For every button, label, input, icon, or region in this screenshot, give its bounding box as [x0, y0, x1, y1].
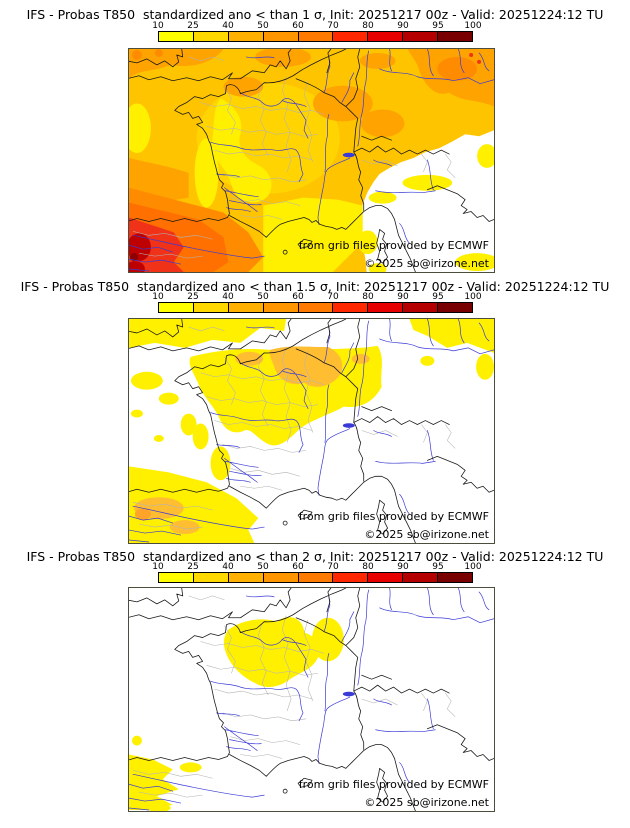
colorbar-tick-labels: 10 25 40 50 60 70 80 90 95 100 — [152, 292, 481, 302]
colorbar-tick-label: 10 — [152, 292, 164, 302]
colorbar-segment — [333, 32, 369, 41]
colorbar-segment — [263, 32, 299, 41]
colorbar-segment — [193, 303, 229, 312]
colorbar-segment — [403, 32, 439, 41]
colorbar-segment — [159, 303, 194, 312]
colorbar-segment — [298, 32, 334, 41]
colorbar-segment — [228, 32, 264, 41]
probability-map-2sigma: from grib files provided by ECMWF ©2025 … — [128, 587, 495, 812]
colorbar-tick-labels: 10 25 40 50 60 70 80 90 95 100 — [152, 21, 481, 31]
colorbar-segment — [368, 32, 404, 41]
colorbar-tick-label: 100 — [464, 292, 482, 302]
probability-colorbar: 10 25 40 50 60 70 80 90 95 100 — [152, 21, 482, 42]
colorbar-tick-label: 40 — [222, 21, 234, 31]
colorbar-tick-label: 80 — [362, 21, 374, 31]
colorbar-tick-label: 95 — [432, 562, 444, 572]
colorbar-segment — [403, 573, 439, 582]
colorbar-segment — [159, 573, 194, 582]
map-graphic-1sigma — [129, 49, 494, 272]
colorbar-bar — [158, 302, 473, 313]
colorbar-tick-label: 95 — [432, 21, 444, 31]
colorbar-tick-label: 50 — [257, 562, 269, 572]
colorbar-segment — [368, 573, 404, 582]
colorbar-tick-label: 70 — [327, 21, 339, 31]
map-graphic-1p5sigma — [129, 319, 494, 543]
ecmwf-credit: from grib files provided by ECMWF — [298, 778, 489, 791]
map-graphic-2sigma — [129, 588, 494, 811]
probability-map-1p5sigma: from grib files provided by ECMWF ©2025 … — [128, 318, 495, 544]
colorbar-tick-label: 10 — [152, 562, 164, 572]
copyright-credit: ©2025 sb@irizone.net — [364, 796, 489, 809]
colorbar-tick-label: 60 — [292, 21, 304, 31]
colorbar-tick-label: 80 — [362, 292, 374, 302]
colorbar-tick-label: 10 — [152, 21, 164, 31]
colorbar-tick-label: 100 — [464, 562, 482, 572]
colorbar-tick-labels: 10 25 40 50 60 70 80 90 95 100 — [152, 562, 481, 572]
panel-title-1sigma: IFS - Probas T850 standardized ano < tha… — [26, 7, 604, 22]
copyright-credit: ©2025 sb@irizone.net — [364, 528, 489, 541]
colorbar-segment — [333, 303, 369, 312]
colorbar-segment — [403, 303, 439, 312]
colorbar-segment — [333, 573, 369, 582]
panel-title-1p5sigma: IFS - Probas T850 standardized ano < tha… — [20, 279, 610, 294]
colorbar-segment — [228, 303, 264, 312]
colorbar-segment — [263, 303, 299, 312]
colorbar-segment — [298, 303, 334, 312]
probability-colorbar: 10 25 40 50 60 70 80 90 95 100 — [152, 562, 482, 583]
colorbar-segment — [159, 32, 194, 41]
colorbar-segment — [438, 573, 473, 582]
colorbar-tick-label: 70 — [327, 292, 339, 302]
colorbar-tick-label: 40 — [222, 562, 234, 572]
colorbar-tick-label: 50 — [257, 21, 269, 31]
colorbar-tick-label: 25 — [187, 21, 199, 31]
colorbar-tick-label: 90 — [397, 562, 409, 572]
ecmwf-credit: from grib files provided by ECMWF — [298, 510, 489, 523]
panel-title-2sigma: IFS - Probas T850 standardized ano < tha… — [26, 549, 604, 564]
colorbar-segment — [263, 573, 299, 582]
probability-colorbar: 10 25 40 50 60 70 80 90 95 100 — [152, 292, 482, 313]
colorbar-segment — [438, 32, 473, 41]
colorbar-tick-label: 50 — [257, 292, 269, 302]
colorbar-tick-label: 80 — [362, 562, 374, 572]
colorbar-segment — [368, 303, 404, 312]
colorbar-tick-label: 60 — [292, 292, 304, 302]
colorbar-tick-label: 100 — [464, 21, 482, 31]
probability-map-1sigma: from grib files provided by ECMWF ©2025 … — [128, 48, 495, 273]
colorbar-tick-label: 90 — [397, 292, 409, 302]
colorbar-segment — [438, 303, 473, 312]
copyright-credit: ©2025 sb@irizone.net — [364, 257, 489, 270]
colorbar-segment — [228, 573, 264, 582]
colorbar-tick-label: 60 — [292, 562, 304, 572]
colorbar-tick-label: 70 — [327, 562, 339, 572]
colorbar-tick-label: 90 — [397, 21, 409, 31]
colorbar-bar — [158, 31, 473, 42]
colorbar-segment — [193, 32, 229, 41]
colorbar-tick-label: 95 — [432, 292, 444, 302]
ecmwf-credit: from grib files provided by ECMWF — [298, 239, 489, 252]
colorbar-segment — [298, 573, 334, 582]
colorbar-tick-label: 40 — [222, 292, 234, 302]
colorbar-bar — [158, 572, 473, 583]
colorbar-tick-label: 25 — [187, 292, 199, 302]
colorbar-segment — [193, 573, 229, 582]
colorbar-tick-label: 25 — [187, 562, 199, 572]
